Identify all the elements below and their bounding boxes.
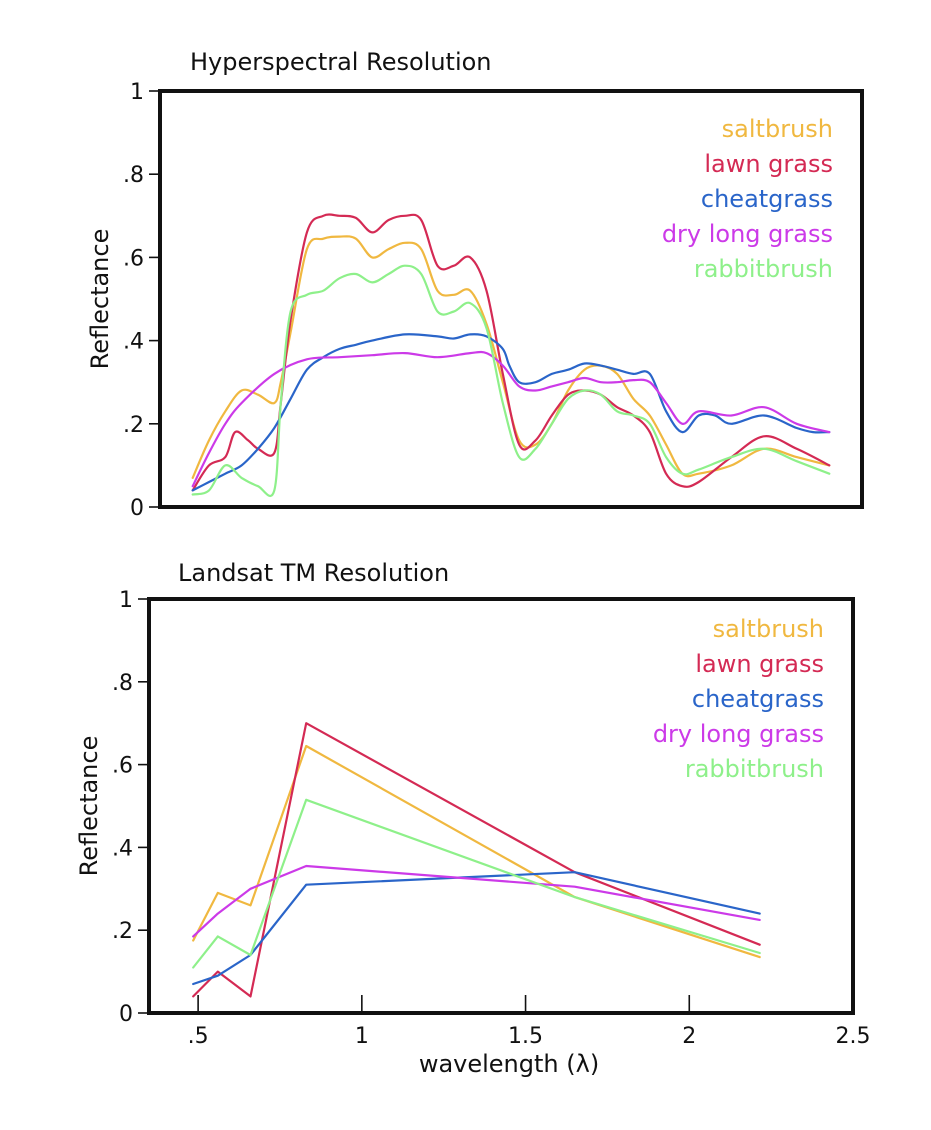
landsat-x-tick-label: 1.5 bbox=[508, 1024, 543, 1049]
hyperspectral-y-tick-label: .8 bbox=[123, 163, 144, 188]
hyperspectral-series-lawn-grass bbox=[191, 213, 831, 492]
landsat-x-tick-label: .5 bbox=[188, 1024, 209, 1049]
hyperspectral-y-tick-label: 0 bbox=[130, 496, 144, 521]
hyperspectral-legend-dry-long-grass: dry long grass bbox=[662, 220, 833, 248]
landsat-legend-saltbrush: saltbrush bbox=[713, 615, 824, 643]
landsat-x-tick-label: 1 bbox=[355, 1024, 369, 1049]
landsat-x-axis-label: wavelength (λ) bbox=[419, 1050, 599, 1078]
landsat-y-axis-label: Reflectance bbox=[75, 736, 103, 877]
landsat-y-tick-label: 1 bbox=[119, 588, 133, 613]
hyperspectral-plot-frame bbox=[158, 89, 864, 509]
landsat-y-tick-label: .2 bbox=[112, 919, 133, 944]
landsat-legend-dry-long-grass: dry long grass bbox=[653, 720, 824, 748]
landsat-legend-rabbitbrush: rabbitbrush bbox=[685, 755, 824, 783]
landsat-plot-frame bbox=[147, 597, 855, 1015]
landsat-x-tick-label: 2.5 bbox=[836, 1024, 871, 1049]
hyperspectral-series-rabbitbrush bbox=[191, 264, 831, 497]
hyperspectral-legend-lawn-grass: lawn grass bbox=[704, 150, 833, 178]
hyperspectral-series-cheatgrass bbox=[191, 333, 831, 492]
landsat-chart-title: Landsat TM Resolution bbox=[178, 559, 449, 587]
hyperspectral-y-tick-label: .2 bbox=[123, 413, 144, 438]
landsat-y-tick-label: .8 bbox=[112, 671, 133, 696]
landsat-y-tick-label: .4 bbox=[112, 836, 133, 861]
landsat-series-rabbitbrush bbox=[192, 798, 761, 969]
hyperspectral-y-tick-label: 1 bbox=[130, 80, 144, 105]
hyperspectral-series-dry-long-grass bbox=[191, 350, 831, 488]
landsat-y-tick-label: .6 bbox=[112, 754, 133, 779]
landsat-legend-lawn-grass: lawn grass bbox=[695, 650, 824, 678]
hyperspectral-chart-title: Hyperspectral Resolution bbox=[190, 48, 492, 76]
landsat-x-tick-label: 2 bbox=[682, 1024, 696, 1049]
hyperspectral-legend-rabbitbrush: rabbitbrush bbox=[694, 255, 833, 283]
hyperspectral-y-tick-label: .4 bbox=[123, 330, 144, 355]
landsat-series-saltbrush bbox=[192, 744, 761, 959]
hyperspectral-y-axis-label: Reflectance bbox=[86, 229, 114, 370]
landsat-series-cheatgrass bbox=[192, 871, 761, 986]
landsat-y-tick-label: 0 bbox=[119, 1002, 133, 1027]
hyperspectral-legend-saltbrush: saltbrush bbox=[722, 115, 833, 143]
landsat-legend-cheatgrass: cheatgrass bbox=[692, 685, 824, 713]
hyperspectral-series-saltbrush bbox=[191, 235, 831, 479]
hyperspectral-y-tick-label: .6 bbox=[123, 246, 144, 271]
hyperspectral-legend-cheatgrass: cheatgrass bbox=[701, 185, 833, 213]
landsat-series-lawn-grass bbox=[192, 722, 761, 998]
